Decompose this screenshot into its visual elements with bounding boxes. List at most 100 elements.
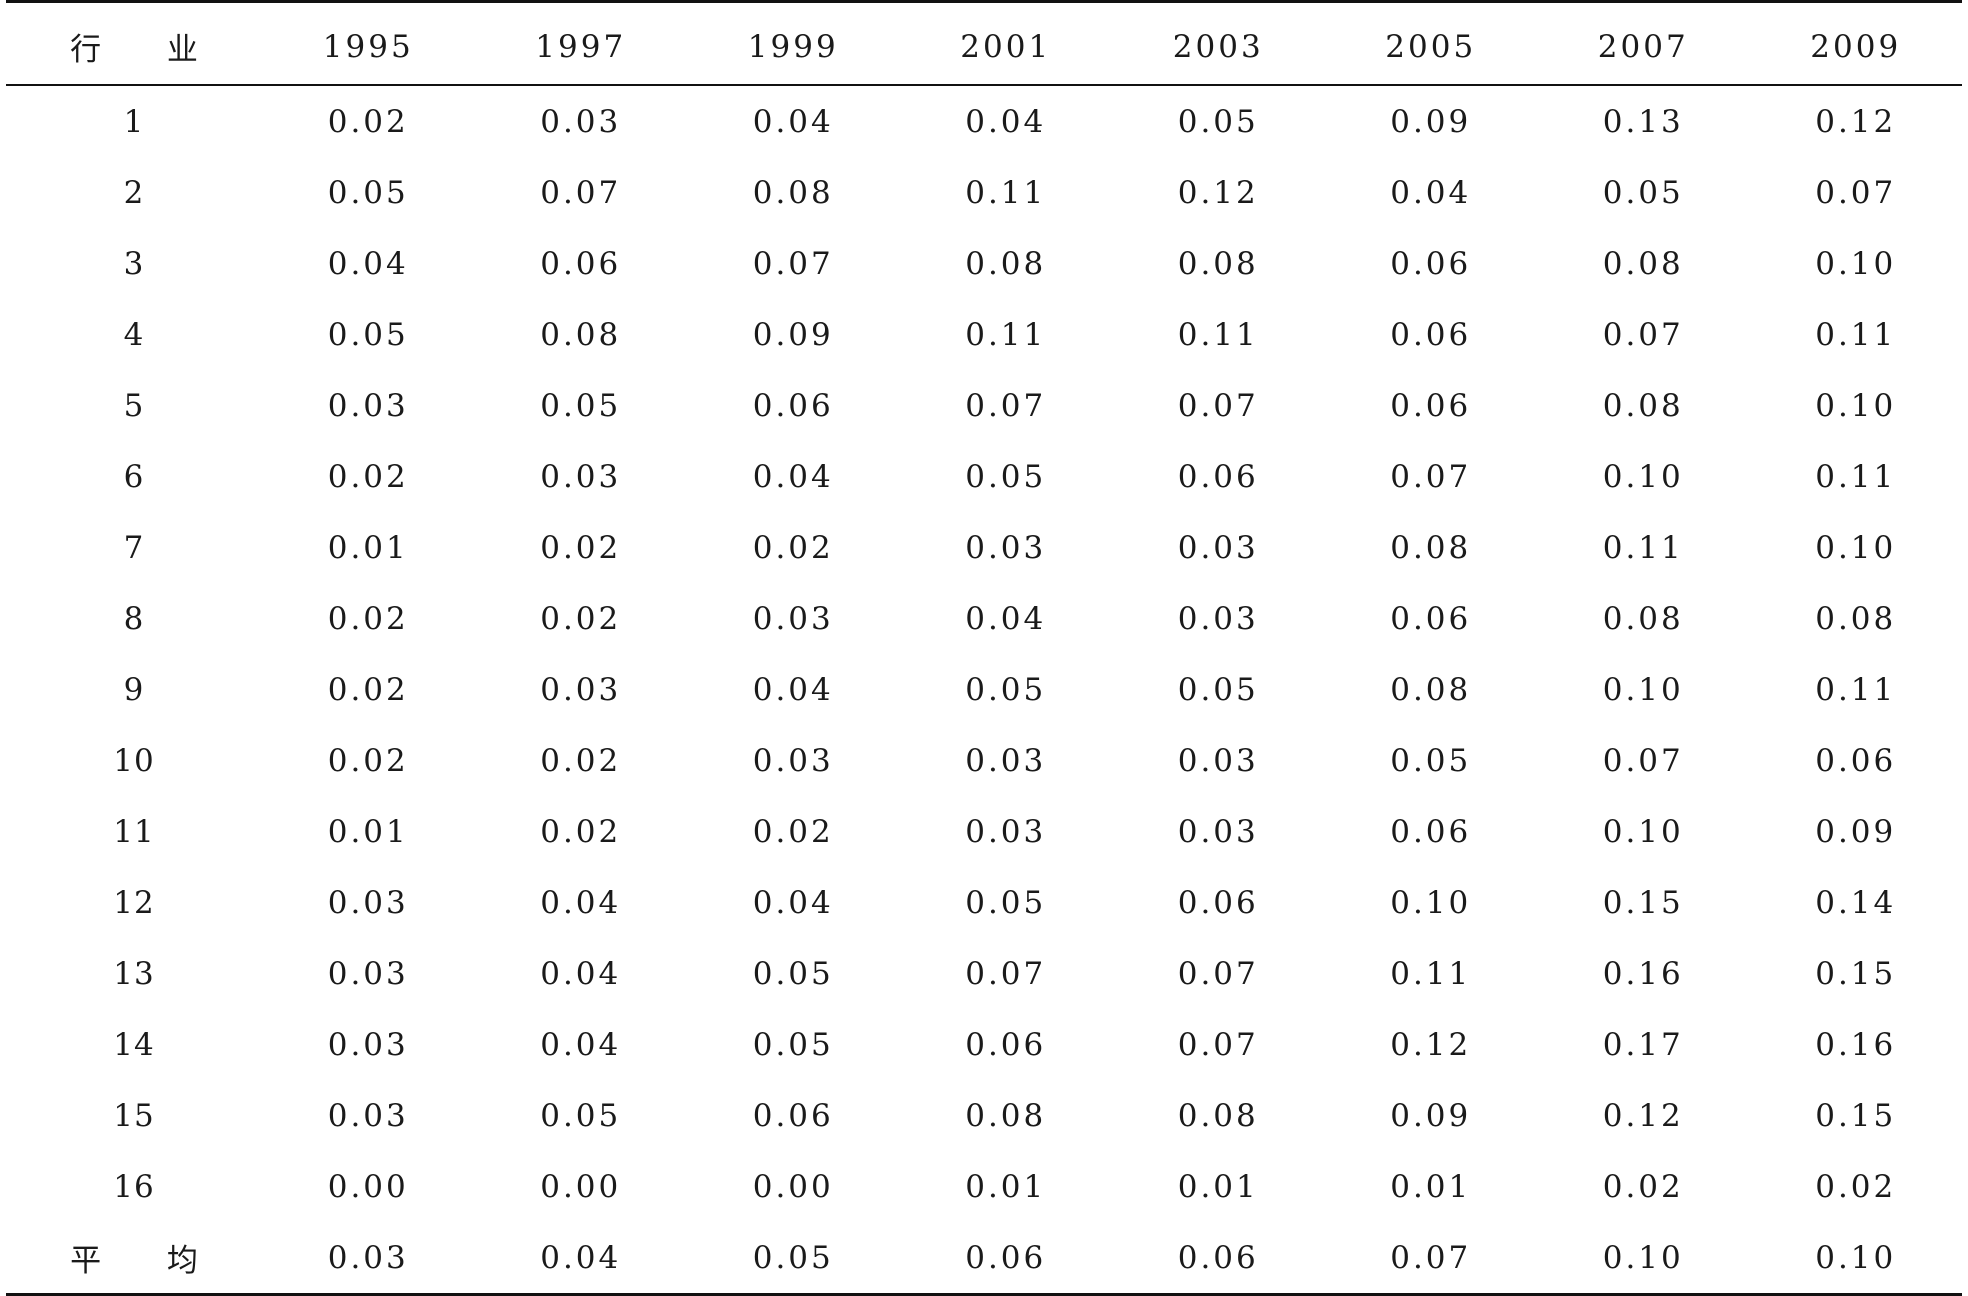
table-cell: 0.11 (965, 174, 1047, 211)
table-cell: 0.07 (752, 245, 834, 282)
average-label: 平 均 (70, 1243, 226, 1279)
table-cell: 0.05 (327, 316, 409, 353)
industry-label: 4 (123, 316, 145, 353)
header-year: 2005 (1385, 28, 1477, 65)
table-cell: 0.03 (327, 955, 409, 992)
table-cell: 0.15 (1815, 1097, 1897, 1134)
table-cell: 0.04 (752, 103, 834, 140)
table-cell: 0.03 (965, 813, 1047, 850)
table-cell: 0.03 (327, 387, 409, 424)
industry-year-table: 行 业 1995 1997 1999 2001 2003 2005 2007 2… (6, 0, 1962, 1296)
table-cell: 0.05 (540, 1097, 622, 1134)
table-cell: 0.12 (1602, 1097, 1684, 1134)
table-cell: 0.09 (1390, 103, 1472, 140)
table-cell: 0.04 (327, 245, 409, 282)
table-cell: 0.11 (1815, 316, 1897, 353)
table-cell: 0.06 (965, 1026, 1047, 1063)
table-cell: 0.10 (1815, 1239, 1897, 1276)
table-cell: 0.01 (327, 529, 409, 566)
table-cell: 0.03 (327, 884, 409, 921)
table-cell: 0.03 (752, 742, 834, 779)
table-cell: 0.08 (1602, 600, 1684, 637)
table-cell: 0.09 (752, 316, 834, 353)
table-cell: 0.07 (540, 174, 622, 211)
table-row: 14 0.03 0.04 0.05 0.06 0.07 0.12 0.17 0.16 (6, 1009, 1962, 1080)
table-cell: 0.02 (327, 742, 409, 779)
header-year: 1999 (747, 28, 839, 65)
table-cell: 0.03 (540, 671, 622, 708)
table-cell: 0.06 (965, 1239, 1047, 1276)
table-cell: 0.10 (1815, 387, 1897, 424)
header-row: 行 业 1995 1997 1999 2001 2003 2005 2007 2… (6, 1, 1962, 85)
table-row: 11 0.01 0.02 0.02 0.03 0.03 0.06 0.10 0.09 (6, 796, 1962, 867)
table-cell: 0.06 (752, 1097, 834, 1134)
industry-label: 13 (113, 955, 155, 992)
table-cell: 0.03 (327, 1026, 409, 1063)
table-cell: 0.07 (965, 955, 1047, 992)
table-cell: 0.06 (1390, 387, 1472, 424)
table-cell: 0.06 (1390, 813, 1472, 850)
table-cell: 0.02 (327, 103, 409, 140)
table-row: 16 0.00 0.00 0.00 0.01 0.01 0.01 0.02 0.02 (6, 1151, 1962, 1222)
table-cell: 0.07 (1390, 458, 1472, 495)
table-cell: 0.10 (1602, 813, 1684, 850)
table-cell: 0.02 (1602, 1168, 1684, 1205)
industry-label: 15 (113, 1097, 155, 1134)
table-cell: 0.08 (1602, 387, 1684, 424)
table-cell: 0.13 (1602, 103, 1684, 140)
table-cell: 0.17 (1602, 1026, 1684, 1063)
table-cell: 0.06 (1390, 245, 1472, 282)
industry-label: 14 (113, 1026, 155, 1063)
table-cell: 0.00 (540, 1168, 622, 1205)
table-cell: 0.05 (327, 174, 409, 211)
table-cell: 0.11 (965, 316, 1047, 353)
table-cell: 0.05 (1602, 174, 1684, 211)
table-cell: 0.06 (1390, 316, 1472, 353)
table-row: 8 0.02 0.02 0.03 0.04 0.03 0.06 0.08 0.08 (6, 583, 1962, 654)
table-cell: 0.09 (1815, 813, 1897, 850)
table-cell: 0.11 (1815, 671, 1897, 708)
header-year: 2007 (1597, 28, 1689, 65)
table-cell: 0.08 (1177, 245, 1259, 282)
industry-label: 5 (123, 387, 145, 424)
header-year: 2009 (1810, 28, 1902, 65)
average-row: 平 均 0.03 0.04 0.05 0.06 0.06 0.07 0.10 0.10 (6, 1222, 1962, 1295)
table-cell: 0.03 (752, 600, 834, 637)
table-cell: 0.01 (1177, 1168, 1259, 1205)
table-cell: 0.05 (752, 1239, 834, 1276)
header-industry: 行 业 (70, 32, 226, 68)
table-cell: 0.00 (752, 1168, 834, 1205)
table-cell: 0.07 (1177, 387, 1259, 424)
table-row: 15 0.03 0.05 0.06 0.08 0.08 0.09 0.12 0.15 (6, 1080, 1962, 1151)
table-cell: 0.03 (1177, 529, 1259, 566)
industry-label: 12 (113, 884, 155, 921)
table-cell: 0.02 (327, 458, 409, 495)
table-cell: 0.03 (965, 529, 1047, 566)
table-cell: 0.05 (752, 1026, 834, 1063)
table-row: 13 0.03 0.04 0.05 0.07 0.07 0.11 0.16 0.15 (6, 938, 1962, 1009)
table-row: 5 0.03 0.05 0.06 0.07 0.07 0.06 0.08 0.10 (6, 370, 1962, 441)
table-cell: 0.05 (1177, 671, 1259, 708)
table-cell: 0.07 (1602, 742, 1684, 779)
table-cell: 0.05 (1390, 742, 1472, 779)
table-cell: 0.10 (1390, 884, 1472, 921)
table-row: 9 0.02 0.03 0.04 0.05 0.05 0.08 0.10 0.11 (6, 654, 1962, 725)
industry-label: 8 (123, 600, 145, 637)
industry-label: 2 (123, 174, 145, 211)
table-cell: 0.12 (1390, 1026, 1472, 1063)
table-cell: 0.05 (540, 387, 622, 424)
industry-label: 6 (123, 458, 145, 495)
header-year: 2003 (1172, 28, 1264, 65)
table-cell: 0.04 (965, 103, 1047, 140)
table-cell: 0.11 (1602, 529, 1684, 566)
table-row: 10 0.02 0.02 0.03 0.03 0.03 0.05 0.07 0.06 (6, 725, 1962, 796)
table-cell: 0.08 (965, 1097, 1047, 1134)
table-cell: 0.08 (540, 316, 622, 353)
table-cell: 0.11 (1390, 955, 1472, 992)
table-cell: 0.02 (540, 742, 622, 779)
table-cell: 0.04 (965, 600, 1047, 637)
table-row: 2 0.05 0.07 0.08 0.11 0.12 0.04 0.05 0.07 (6, 157, 1962, 228)
table-cell: 0.12 (1177, 174, 1259, 211)
table-cell: 0.10 (1815, 245, 1897, 282)
table-cell: 0.08 (965, 245, 1047, 282)
